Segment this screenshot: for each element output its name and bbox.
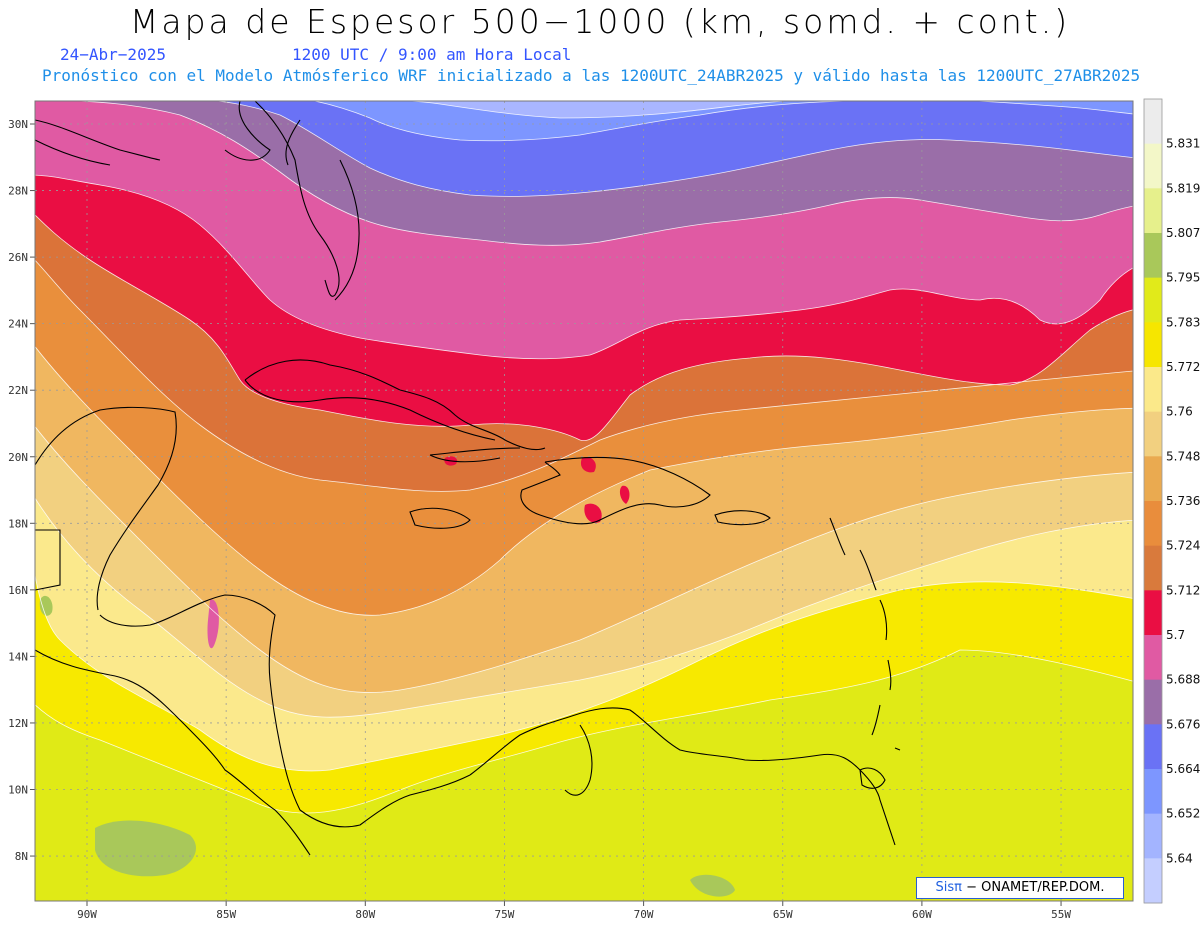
lat-label: 14N — [8, 650, 28, 663]
contour-line — [213, 101, 1133, 197]
lat-lon-grid — [35, 101, 1133, 901]
sis-logo-text: Sisπ — [935, 880, 962, 895]
contour-line — [312, 101, 1133, 142]
contour-line — [35, 649, 1133, 814]
colorbar-label: 5.819 — [1166, 181, 1200, 195]
colorbar-swatch — [1144, 635, 1162, 681]
lat-label: 22N — [8, 384, 28, 397]
red-spot — [584, 503, 602, 523]
contour-line — [35, 174, 1133, 360]
contour-line — [35, 572, 1133, 772]
colorbar-frame — [1143, 98, 1163, 904]
forecast-time: 1200 UTC / 9:00 am Hora Local — [292, 45, 572, 64]
contour-line — [35, 497, 1133, 718]
green-patch — [690, 874, 735, 897]
colorbar-swatch — [1144, 545, 1162, 591]
colorbar-swatch — [1144, 858, 1162, 904]
colorbar — [1143, 98, 1163, 904]
colorbar-swatch — [1144, 456, 1162, 502]
lat-label: 12N — [8, 717, 28, 730]
red-spot — [619, 485, 630, 504]
colorbar-label: 5.748 — [1166, 449, 1200, 463]
lat-label: 18N — [8, 517, 28, 530]
colorbar-label: 5.64 — [1166, 851, 1193, 865]
credit-box: Sisπ − ONAMET/REP.DOM. — [916, 877, 1124, 899]
pink-spot — [207, 599, 219, 649]
lon-label: 75W — [495, 908, 515, 921]
colorbar-label: 5.807 — [1166, 226, 1200, 240]
coastlines — [35, 101, 901, 856]
lat-label: 26N — [8, 251, 28, 264]
colorbar-label: 5.652 — [1166, 807, 1200, 821]
lat-label: 16N — [8, 584, 28, 597]
lat-label: 28N — [8, 185, 28, 198]
shaded-bands — [35, 101, 1133, 901]
colorbar-swatch — [1144, 99, 1162, 145]
colorbar-label: 5.76 — [1166, 405, 1193, 419]
forecast-date: 24−Abr−2025 — [60, 45, 166, 64]
map-frame — [34, 100, 1134, 902]
colorbar-label: 5.676 — [1166, 717, 1200, 731]
colorbar-label: 5.712 — [1166, 583, 1200, 597]
lon-label: 70W — [634, 908, 654, 921]
green-patch — [95, 820, 196, 877]
contour-line — [35, 425, 1133, 693]
lat-label: 30N — [8, 118, 28, 131]
lon-label: 55W — [1051, 908, 1071, 921]
latitude-labels: 30N 28N 26N 24N 22N 20N 18N 16N 14N 12N 10N 8N — [8, 118, 35, 863]
longitude-labels: 90W 85W 80W 75W 70W 65W 60W 55W — [77, 901, 1071, 921]
red-spot — [580, 456, 596, 473]
colorbar-swatch — [1144, 188, 1162, 234]
colorbar-swatch — [1144, 501, 1162, 547]
contour-line — [35, 259, 1133, 492]
contour-line — [35, 214, 1133, 441]
colorbar-label: 5.783 — [1166, 315, 1200, 329]
green-patch — [39, 595, 53, 616]
lon-label: 65W — [773, 908, 793, 921]
colorbar-label: 5.795 — [1166, 271, 1200, 285]
lat-label: 10N — [8, 784, 28, 797]
colorbar-swatch — [1144, 233, 1162, 279]
colorbar-label: 5.772 — [1166, 360, 1200, 374]
colorbar-swatch — [1144, 590, 1162, 636]
map-title: Mapa de Espesor 500−1000 (km, somd. + co… — [129, 2, 1071, 41]
contour-line — [404, 101, 790, 119]
colorbar-label: 5.724 — [1166, 539, 1200, 553]
colorbar-label: 5.664 — [1166, 762, 1200, 776]
lat-label: 20N — [8, 451, 28, 464]
band-5652 — [411, 101, 785, 118]
colorbar-label: 5.688 — [1166, 673, 1200, 687]
contour-line — [35, 345, 1133, 616]
contour-lines — [35, 101, 1133, 814]
credit-text: − ONAMET/REP.DOM. — [966, 880, 1105, 895]
colorbar-swatch — [1144, 367, 1162, 413]
colorbar-swatch — [1144, 322, 1162, 368]
colorbar-label: 5.831 — [1166, 137, 1200, 151]
colorbar-swatch — [1144, 277, 1162, 323]
colorbar-labels: 5.831 5.819 5.807 5.795 5.783 5.772 5.76 5.748 5… — [1166, 137, 1200, 866]
colorbar-swatch — [1144, 769, 1162, 815]
lon-label: 85W — [216, 908, 236, 921]
lat-label: 24N — [8, 318, 28, 331]
lat-label: 8N — [15, 850, 28, 863]
colorbar-swatch — [1144, 813, 1162, 859]
colorbar-label: 5.736 — [1166, 494, 1200, 508]
colorbar-swatch — [1144, 411, 1162, 457]
colorbar-swatch — [1144, 679, 1162, 725]
model-init-text: Pronóstico con el Modelo Atmósferico WRF… — [42, 66, 1141, 85]
lon-label: 60W — [912, 908, 932, 921]
colorbar-label: 5.7 — [1166, 628, 1185, 642]
contour-line — [67, 101, 1133, 246]
lon-label: 90W — [77, 908, 97, 921]
lon-label: 80W — [355, 908, 375, 921]
colorbar-swatch — [1144, 724, 1162, 770]
colorbar-swatch — [1144, 143, 1162, 189]
